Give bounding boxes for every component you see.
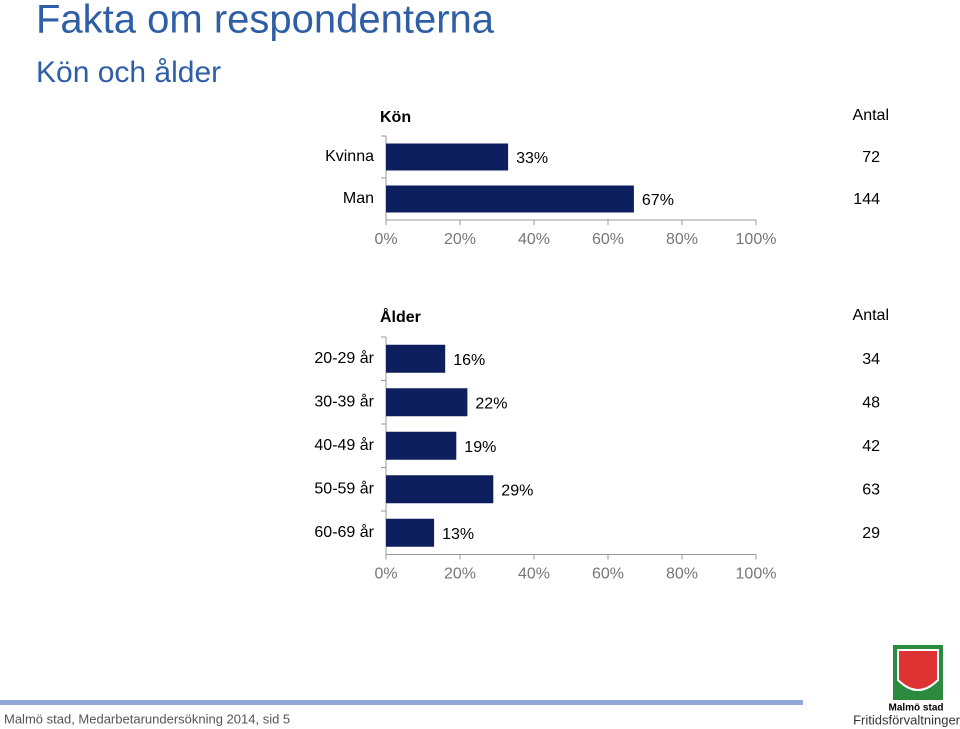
bar <box>386 143 509 171</box>
value-label: 33% <box>516 150 548 167</box>
slide-title: Fakta om respondenterna <box>36 0 495 42</box>
category-label: 60-69 år <box>314 523 374 541</box>
count: 72 <box>862 149 880 166</box>
counts-header: Antal <box>853 107 889 124</box>
value-label: 67% <box>642 192 674 209</box>
category-label: 20-29 år <box>314 349 374 367</box>
slide-subtitle: Kön och ålder <box>36 56 221 89</box>
count: 48 <box>862 394 880 411</box>
value-label: 13% <box>442 526 474 543</box>
category-label: 30-39 år <box>314 392 374 410</box>
x-tick-label: 0% <box>374 566 397 583</box>
value-label: 22% <box>475 395 507 412</box>
counts-header: Antal <box>853 307 889 324</box>
x-tick-label: 0% <box>374 231 397 248</box>
bar <box>386 475 494 504</box>
bar <box>386 431 457 460</box>
x-tick-label: 60% <box>592 231 624 248</box>
footer-text: Malmö stad, Medarbetarundersökning 2014,… <box>4 711 290 726</box>
value-label: 29% <box>501 482 533 499</box>
value-label: 16% <box>453 352 485 369</box>
count: 42 <box>862 438 880 455</box>
chart-title: Kön <box>380 109 411 126</box>
x-tick-label: 20% <box>444 566 476 583</box>
x-tick-label: 40% <box>518 231 550 248</box>
bar <box>386 518 435 547</box>
count: 144 <box>853 191 880 208</box>
bar <box>386 344 446 373</box>
footer-rule <box>0 700 803 705</box>
category-label: 40-49 år <box>314 436 374 454</box>
bar <box>386 388 468 417</box>
x-tick-label: 100% <box>736 231 777 248</box>
count: 34 <box>862 351 880 368</box>
count: 63 <box>862 481 880 498</box>
x-tick-label: 80% <box>666 566 698 583</box>
value-label: 19% <box>464 439 496 456</box>
x-tick-label: 20% <box>444 231 476 248</box>
logo-department: Fritidsförvaltningen <box>853 712 960 727</box>
x-tick-label: 80% <box>666 231 698 248</box>
count: 29 <box>862 525 880 542</box>
bar <box>386 185 634 213</box>
category-label: Kvinna <box>325 148 374 165</box>
logo-name: Malmö stad <box>888 703 943 714</box>
x-tick-label: 40% <box>518 566 550 583</box>
chart-title: Ålder <box>380 307 421 326</box>
x-tick-label: 60% <box>592 566 624 583</box>
category-label: 50-59 år <box>314 479 374 497</box>
category-label: Man <box>343 190 374 207</box>
logo <box>893 645 943 700</box>
x-tick-label: 100% <box>736 566 777 583</box>
